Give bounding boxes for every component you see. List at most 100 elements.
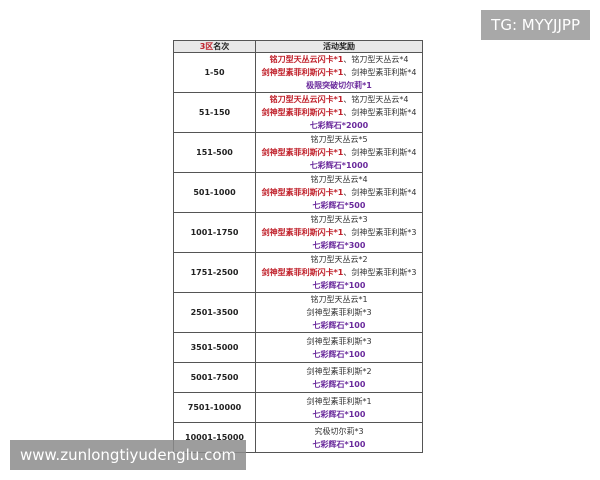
reward-line: 剑神型素菲利斯闪卡*1、剑神型素菲利斯*4 — [256, 186, 422, 199]
reward-text: 剑神型素菲利斯*3 — [306, 308, 372, 317]
reward-text: 铭刀型天丛云*2 — [310, 255, 368, 264]
reward-cell: 铭刀型天丛云闪卡*1、铭刀型天丛云*4 剑神型素菲利斯闪卡*1、剑神型素菲利斯*4… — [255, 92, 423, 133]
reward-line: 剑神型素菲利斯*3 — [256, 306, 422, 319]
reward-table: 3区名次 活动奖励 1-50 铭刀型天丛云闪卡*1、铭刀型天丛云*4 剑神型素菲利斯… — [173, 40, 423, 453]
header-rank-text: 名次 — [213, 42, 230, 51]
reward-text: 铭刀型天丛云*3 — [310, 215, 368, 224]
reward-cell: 剑神型素菲利斯*1 七彩辉石*100 — [255, 392, 423, 423]
rank-cell: 7501-10000 — [173, 392, 256, 423]
reward-text: 七彩辉石*100 — [312, 349, 366, 359]
reward-line: 究极切尔莉*3 — [256, 425, 422, 438]
table-body: 1-50 铭刀型天丛云闪卡*1、铭刀型天丛云*4 剑神型素菲利斯闪卡*1、剑神型素菲… — [173, 52, 423, 453]
reward-cell: 铭刀型天丛云*2 剑神型素菲利斯闪卡*1、剑神型素菲利斯*3 七彩辉石*100 — [255, 252, 423, 293]
reward-text: 、剑神型素菲利斯*3 — [343, 268, 417, 277]
reward-line: 铭刀型天丛云*4 — [256, 173, 422, 186]
reward-cell: 铭刀型天丛云*4 剑神型素菲利斯闪卡*1、剑神型素菲利斯*4 七彩辉石*500 — [255, 172, 423, 213]
reward-text: 、剑神型素菲利斯*4 — [343, 148, 417, 157]
watermark: www.zunlongtiyudenglu.com — [10, 440, 247, 470]
reward-line: 剑神型素菲利斯*3 — [256, 335, 422, 348]
reward-line: 七彩辉石*1000 — [256, 159, 422, 172]
reward-line: 七彩辉石*300 — [256, 239, 422, 252]
reward-text: 剑神型素菲利斯*1 — [306, 396, 372, 406]
table-row: 1001-1750 铭刀型天丛云*3 剑神型素菲利斯闪卡*1、剑神型素菲利斯*3 七彩… — [173, 212, 423, 253]
reward-cell: 铭刀型天丛云*5 剑神型素菲利斯闪卡*1、剑神型素菲利斯*4 七彩辉石*1000 — [255, 132, 423, 173]
reward-line: 七彩辉石*100 — [256, 408, 422, 421]
reward-text: 七彩辉石*100 — [312, 321, 366, 330]
reward-text: 剑神型素菲利斯闪卡*1 — [261, 148, 344, 157]
reward-line: 七彩辉石*100 — [256, 438, 422, 451]
rank-cell: 151-500 — [173, 132, 256, 173]
reward-text: 剑神型素菲利斯闪卡*1 — [261, 68, 344, 77]
reward-line: 铭刀型天丛云闪卡*1、铭刀型天丛云*4 — [256, 93, 422, 106]
reward-line: 剑神型素菲利斯*1 — [256, 395, 422, 408]
reward-text: 七彩辉石*1000 — [309, 161, 369, 170]
header-row: 3区名次 活动奖励 — [173, 40, 423, 53]
table-row: 51-150 铭刀型天丛云闪卡*1、铭刀型天丛云*4 剑神型素菲利斯闪卡*1、剑神型… — [173, 92, 423, 133]
rank-cell: 1-50 — [173, 52, 256, 93]
reward-line: 铭刀型天丛云*1 — [256, 293, 422, 306]
reward-text: 铭刀型天丛云*5 — [310, 135, 368, 144]
reward-cell: 究极切尔莉*3 七彩辉石*100 — [255, 422, 423, 453]
header-zone: 3区 — [199, 42, 214, 51]
reward-text: 、铭刀型天丛云*4 — [343, 55, 409, 64]
reward-text: 极限突破切尔莉*1 — [306, 81, 372, 90]
reward-text: 铭刀型天丛云*1 — [310, 295, 368, 304]
reward-line: 剑神型素菲利斯闪卡*1、剑神型素菲利斯*4 — [256, 146, 422, 159]
reward-cell: 剑神型素菲利斯*3 七彩辉石*100 — [255, 332, 423, 363]
reward-line: 七彩辉石*500 — [256, 199, 422, 212]
rank-cell: 3501-5000 — [173, 332, 256, 363]
reward-line: 七彩辉石*100 — [256, 348, 422, 361]
reward-text: 七彩辉石*100 — [312, 379, 366, 389]
table-row: 3501-5000 剑神型素菲利斯*3 七彩辉石*100 — [173, 332, 423, 363]
rank-cell: 501-1000 — [173, 172, 256, 213]
reward-line: 剑神型素菲利斯*2 — [256, 365, 422, 378]
rank-cell: 5001-7500 — [173, 362, 256, 393]
reward-cell: 铭刀型天丛云*3 剑神型素菲利斯闪卡*1、剑神型素菲利斯*3 七彩辉石*300 — [255, 212, 423, 253]
reward-text: 七彩辉石*100 — [312, 281, 366, 290]
reward-text: 七彩辉石*2000 — [309, 121, 369, 130]
rank-cell: 1001-1750 — [173, 212, 256, 253]
reward-text: 、剑神型素菲利斯*4 — [343, 68, 417, 77]
reward-text: 、剑神型素菲利斯*4 — [343, 108, 417, 117]
reward-text: 剑神型素菲利斯闪卡*1 — [261, 188, 344, 197]
reward-text: 铭刀型天丛云闪卡*1 — [269, 95, 344, 104]
reward-line: 铭刀型天丛云闪卡*1、铭刀型天丛云*4 — [256, 53, 422, 66]
reward-cell: 铭刀型天丛云闪卡*1、铭刀型天丛云*4 剑神型素菲利斯闪卡*1、剑神型素菲利斯*4… — [255, 52, 423, 93]
reward-line: 七彩辉石*100 — [256, 319, 422, 332]
reward-text: 剑神型素菲利斯*2 — [306, 366, 372, 376]
rank-cell: 1751-2500 — [173, 252, 256, 293]
reward-line: 剑神型素菲利斯闪卡*1、剑神型素菲利斯*3 — [256, 226, 422, 239]
reward-line: 七彩辉石*2000 — [256, 119, 422, 132]
reward-text: 、剑神型素菲利斯*3 — [343, 228, 417, 237]
reward-line: 铭刀型天丛云*2 — [256, 253, 422, 266]
header-rank: 3区名次 — [173, 40, 256, 53]
table-row: 501-1000 铭刀型天丛云*4 剑神型素菲利斯闪卡*1、剑神型素菲利斯*4 七彩辉… — [173, 172, 423, 213]
reward-line: 剑神型素菲利斯闪卡*1、剑神型素菲利斯*4 — [256, 106, 422, 119]
reward-line: 剑神型素菲利斯闪卡*1、剑神型素菲利斯*4 — [256, 66, 422, 79]
table-row: 2501-3500 铭刀型天丛云*1 剑神型素菲利斯*3 七彩辉石*100 — [173, 292, 423, 333]
reward-text: 究极切尔莉*3 — [314, 426, 364, 436]
reward-line: 铭刀型天丛云*3 — [256, 213, 422, 226]
table-row: 1-50 铭刀型天丛云闪卡*1、铭刀型天丛云*4 剑神型素菲利斯闪卡*1、剑神型素菲… — [173, 52, 423, 93]
reward-text: 七彩辉石*300 — [312, 241, 366, 250]
table-row: 1751-2500 铭刀型天丛云*2 剑神型素菲利斯闪卡*1、剑神型素菲利斯*3 七彩… — [173, 252, 423, 293]
reward-text: 七彩辉石*500 — [312, 201, 366, 210]
table-row: 151-500 铭刀型天丛云*5 剑神型素菲利斯闪卡*1、剑神型素菲利斯*4 七彩辉石… — [173, 132, 423, 173]
reward-line: 极限突破切尔莉*1 — [256, 79, 422, 92]
reward-text: 七彩辉石*100 — [312, 439, 366, 449]
reward-text: 、铭刀型天丛云*4 — [343, 95, 409, 104]
watermark: TG: MYYJJPP — [481, 10, 590, 40]
rank-cell: 51-150 — [173, 92, 256, 133]
reward-text: 铭刀型天丛云闪卡*1 — [269, 55, 344, 64]
reward-line: 七彩辉石*100 — [256, 279, 422, 292]
reward-text: 、剑神型素菲利斯*4 — [343, 188, 417, 197]
reward-text: 剑神型素菲利斯闪卡*1 — [261, 108, 344, 117]
reward-cell: 剑神型素菲利斯*2 七彩辉石*100 — [255, 362, 423, 393]
reward-text: 剑神型素菲利斯闪卡*1 — [261, 268, 344, 277]
reward-line: 铭刀型天丛云*5 — [256, 133, 422, 146]
reward-cell: 铭刀型天丛云*1 剑神型素菲利斯*3 七彩辉石*100 — [255, 292, 423, 333]
reward-text: 剑神型素菲利斯*3 — [306, 336, 372, 346]
reward-text: 七彩辉石*100 — [312, 409, 366, 419]
table-header: 3区名次 活动奖励 — [173, 40, 423, 53]
